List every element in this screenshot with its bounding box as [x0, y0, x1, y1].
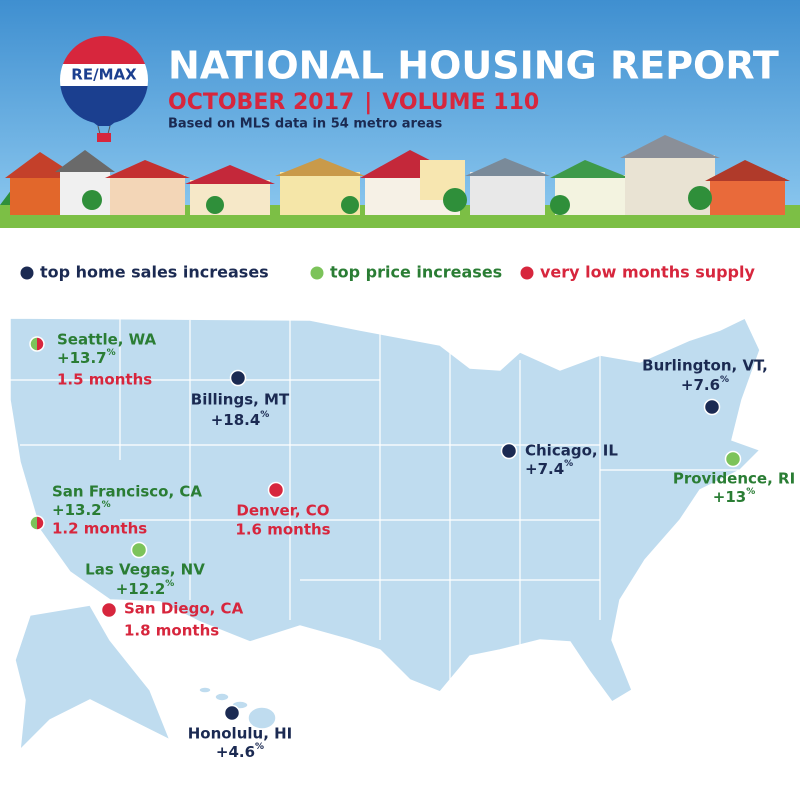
title: NATIONAL HOUSING REPORT — [168, 44, 779, 88]
houses — [0, 135, 800, 228]
header: RE/MAX NATIONAL HOUSING REPORT OCTOBER 2… — [0, 0, 800, 228]
city-change: +4.6% — [216, 742, 264, 761]
city-dot-ring — [29, 336, 45, 352]
city-name: Chicago, IL — [525, 442, 618, 460]
city: Burlington, VT,+7.6% — [642, 357, 768, 416]
city: Chicago, IL+7.4% — [500, 442, 618, 478]
subtitle-volume: VOLUME 110 — [382, 90, 539, 115]
change-unit: % — [102, 500, 111, 510]
change-value: +7.6 — [681, 376, 720, 394]
city-name: Billings, MT — [191, 391, 290, 409]
city: San Francisco, CA+13.2%1.2 months — [29, 483, 202, 538]
us-map — [9, 316, 762, 753]
state-lines — [10, 318, 740, 680]
city-name: Burlington, VT, — [642, 357, 768, 375]
legend: top home sales increases top price increa… — [20, 263, 755, 282]
change-unit: % — [746, 487, 755, 497]
city: Billings, MT+18.4% — [191, 369, 290, 429]
city-supply: 1.8 months — [124, 622, 219, 640]
legend-dot — [520, 266, 534, 280]
hawaii — [198, 686, 277, 730]
change-value: +12.2 — [116, 580, 166, 598]
city-dot-ring — [29, 515, 45, 531]
change-unit: % — [260, 410, 269, 420]
city-dot — [724, 450, 742, 468]
city-change: +13% — [713, 487, 755, 506]
city-name: San Diego, CA — [124, 600, 244, 618]
city-dot — [100, 601, 118, 619]
note: Based on MLS data in 54 metro areas — [168, 117, 443, 132]
change-value: +18.4 — [211, 411, 261, 429]
city: Denver, CO1.6 months — [235, 481, 331, 539]
city: Honolulu, HI+4.6% — [188, 704, 293, 761]
alaska — [14, 604, 172, 753]
subtitle: OCTOBER 2017 | VOLUME 110 — [168, 90, 539, 115]
city-dot — [223, 704, 241, 722]
city-supply: 1.5 months — [57, 371, 152, 389]
city: Las Vegas, NV+12.2% — [85, 541, 205, 598]
legend-dot — [310, 266, 324, 280]
change-unit: % — [255, 742, 264, 752]
subtitle-separator: | — [364, 90, 372, 115]
city-dot — [267, 481, 285, 499]
city-dot — [130, 541, 148, 559]
legend-label: top home sales increases — [40, 263, 269, 282]
city-name: Seattle, WA — [57, 331, 157, 349]
city-supply: 1.2 months — [52, 520, 147, 538]
city-name: Las Vegas, NV — [85, 561, 205, 579]
city-name: Denver, CO — [236, 502, 329, 520]
change-value: +13.2 — [52, 501, 102, 519]
legend-label: top price increases — [330, 263, 502, 282]
change-value: +7.4 — [525, 460, 564, 478]
city-name: Honolulu, HI — [188, 725, 293, 743]
city-change: +13.7% — [57, 348, 116, 367]
change-value: +4.6 — [216, 743, 255, 761]
change-unit: % — [720, 375, 729, 385]
city-name: San Francisco, CA — [52, 483, 202, 501]
city: San Diego, CA 1.8 months — [100, 600, 244, 640]
legend-label: very low months supply — [540, 263, 755, 282]
lower-48 — [9, 316, 762, 703]
change-unit: % — [564, 459, 573, 469]
change-value: +13 — [713, 488, 746, 506]
change-unit: % — [165, 579, 174, 589]
city-change: +12.2% — [116, 579, 175, 598]
city: Providence, RI+13% — [673, 450, 795, 506]
city-supply: 1.6 months — [235, 521, 330, 539]
city-dot — [500, 442, 518, 460]
city-change: +18.4% — [211, 410, 270, 429]
subtitle-date: OCTOBER 2017 — [168, 90, 354, 115]
city-change: +13.2% — [52, 500, 111, 519]
city: Seattle, WA+13.7% 1.5 months — [29, 331, 157, 389]
city-dot — [703, 398, 721, 416]
logo-text: RE/MAX — [71, 66, 137, 84]
legend-dot — [20, 266, 34, 280]
city-change: +7.4% — [525, 459, 573, 478]
city-name: Providence, RI — [673, 470, 795, 488]
city-dot — [229, 369, 247, 387]
change-value: +13.7 — [57, 349, 107, 367]
city-change: +7.6% — [681, 375, 729, 394]
change-unit: % — [107, 348, 116, 358]
